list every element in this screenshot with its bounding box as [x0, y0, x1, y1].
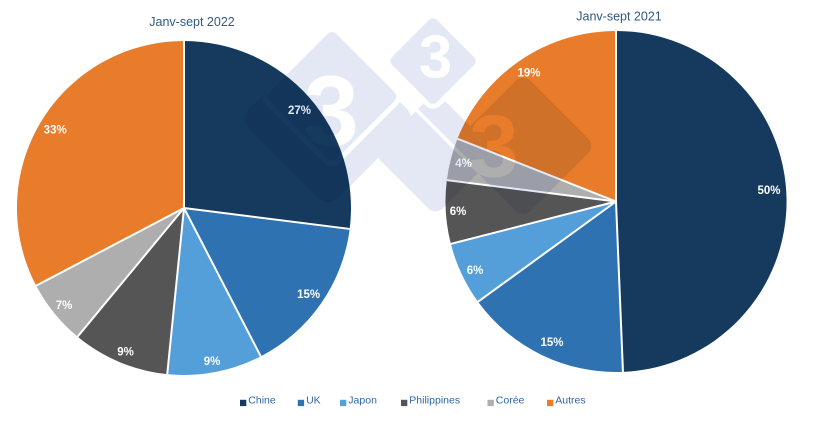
svg-text:6%: 6% [450, 206, 467, 218]
svg-text:Japon: Japon [348, 395, 377, 407]
svg-text:7%: 7% [56, 300, 73, 312]
svg-text:9%: 9% [204, 356, 221, 368]
svg-text:3: 3 [419, 24, 452, 91]
svg-text:Autres: Autres [555, 395, 585, 407]
svg-text:Corée: Corée [496, 395, 525, 407]
svg-text:19%: 19% [517, 68, 540, 80]
svg-text:UK: UK [306, 395, 321, 407]
svg-text:15%: 15% [540, 337, 563, 349]
svg-text:3: 3 [470, 97, 519, 196]
svg-text:Janv-sept 2021: Janv-sept 2021 [576, 10, 662, 24]
svg-text:15%: 15% [297, 289, 320, 301]
svg-text:9%: 9% [117, 347, 134, 359]
svg-text:33%: 33% [44, 124, 67, 136]
svg-text:6%: 6% [467, 265, 484, 277]
svg-text:Philippines: Philippines [409, 395, 460, 407]
svg-text:Chine: Chine [248, 395, 276, 407]
svg-text:Janv-sept 2022: Janv-sept 2022 [149, 15, 235, 29]
svg-text:3: 3 [303, 56, 359, 168]
svg-text:50%: 50% [757, 185, 780, 197]
